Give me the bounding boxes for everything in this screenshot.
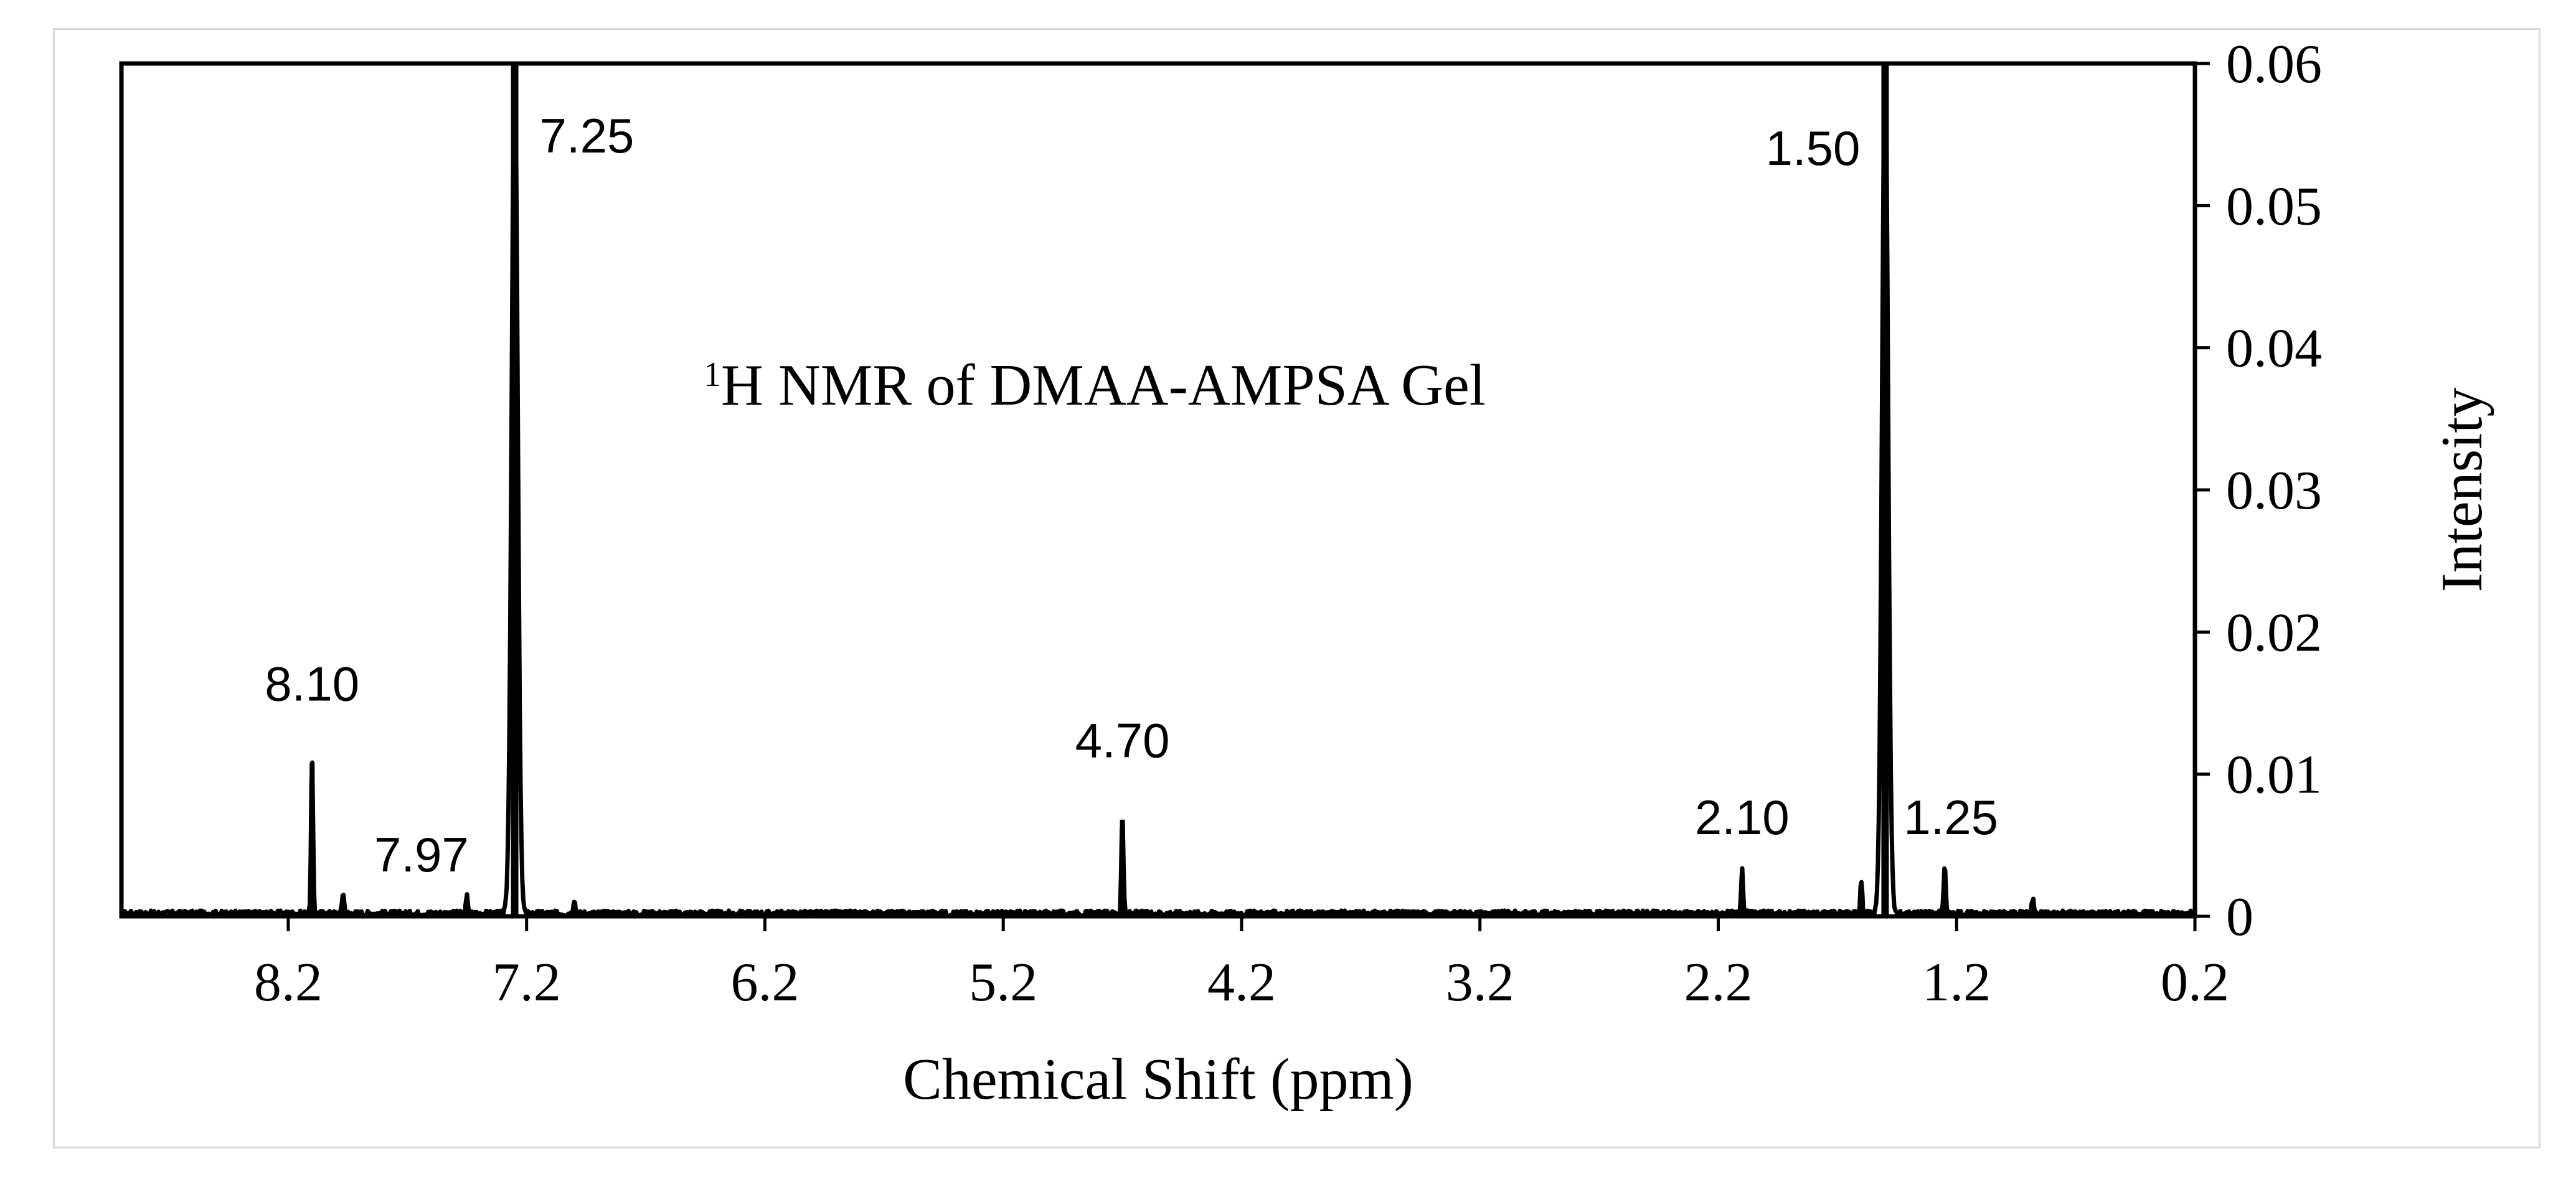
x-tick-label: 8.2: [254, 952, 323, 1013]
chart-title-text: NMR of DMAA-AMPSA Gel: [778, 353, 1486, 418]
y-tick-label: 0.02: [2226, 603, 2322, 663]
x-tick-label: 2.2: [1684, 952, 1752, 1013]
x-tick-label: 4.2: [1207, 952, 1276, 1013]
x-tick-label: 7.2: [493, 952, 561, 1013]
y-tick-label: 0: [2226, 887, 2253, 947]
y-tick-label: 0.05: [2226, 176, 2322, 237]
peak-label: 2.10: [1695, 790, 1790, 845]
y-axis-title: Intensity: [2430, 388, 2494, 593]
peak-label: 4.70: [1075, 713, 1170, 768]
x-tick-label: 6.2: [730, 952, 799, 1013]
y-tick-label: 0.06: [2226, 34, 2322, 95]
x-tick-label: 1.2: [1922, 952, 1991, 1013]
peak-label: 8.10: [265, 656, 359, 711]
spectrum-line: [120, 61, 2197, 919]
y-tick-label: 0.03: [2226, 461, 2322, 521]
peak-label: 7.97: [374, 827, 469, 882]
y-tick-label: 0.04: [2226, 319, 2322, 379]
chart-title: 1H NMR of DMAA-AMPSA Gel: [704, 353, 1486, 418]
x-tick-label: 3.2: [1446, 952, 1514, 1013]
peak-label: 1.50: [1766, 121, 1861, 176]
x-tick-label: 0.2: [2161, 952, 2229, 1013]
x-axis-title: Chemical Shift (ppm): [903, 1047, 1413, 1112]
chart-title-superscript: 1: [704, 355, 721, 394]
peak-label: 7.25: [540, 108, 635, 163]
x-tick-label: 5.2: [969, 952, 1037, 1013]
y-tick-label: 0.01: [2226, 745, 2322, 806]
chart-frame: [53, 28, 2541, 1148]
chart-title-prefix: H: [721, 353, 763, 418]
peak-label: 1.25: [1904, 790, 1998, 845]
